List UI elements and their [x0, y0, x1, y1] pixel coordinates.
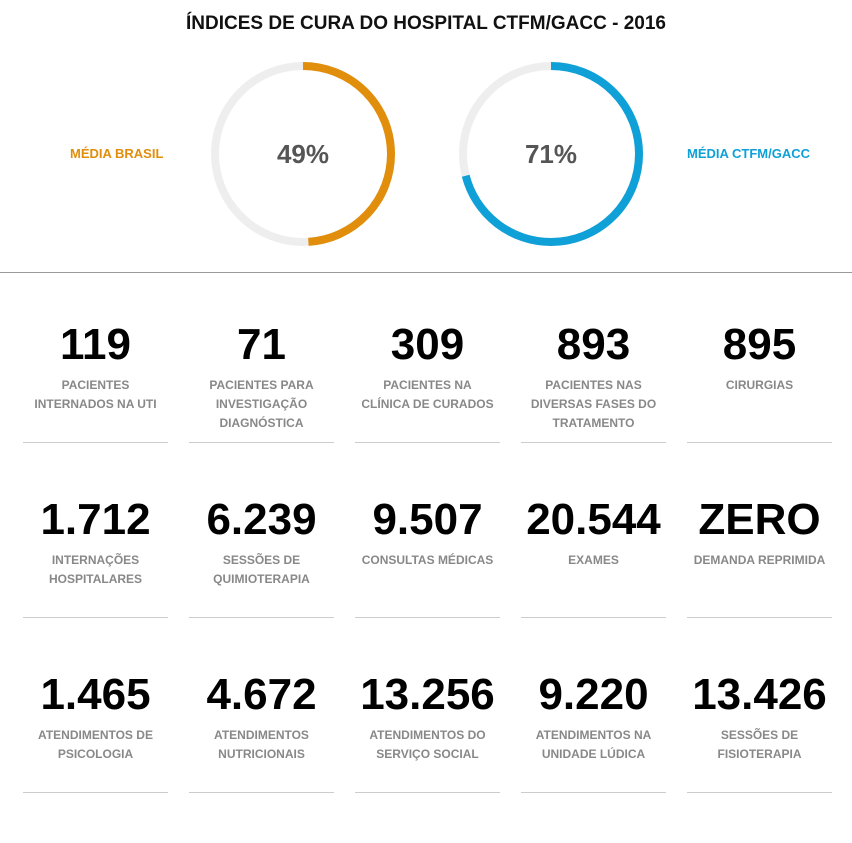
stat-divider: [23, 617, 168, 618]
page-title: ÍNDICES DE CURA DO HOSPITAL CTFM/GACC - …: [186, 13, 666, 34]
stat-divider: [355, 792, 500, 793]
stat-card: 309 PACIENTES NA CLÍNICA DE CURADOS: [355, 318, 500, 493]
stat-divider: [687, 792, 832, 793]
stat-label: SESSÕES DE FISIOTERAPIA: [717, 728, 802, 761]
stat-value: 893: [556, 320, 631, 369]
stat-value: 1.465: [40, 670, 151, 719]
stat-value: 1.712: [40, 495, 151, 544]
stat-card: 1.712 INTERNAÇÕES HOSPITALARES: [23, 493, 168, 668]
gauge-value: 49%: [276, 138, 330, 169]
stat-card: 9.507 CONSULTAS MÉDICAS: [355, 493, 500, 668]
gauge-arc: [211, 62, 395, 246]
stat-divider: [189, 442, 334, 443]
stat-divider: [23, 792, 168, 793]
stat-card: 119 PACIENTES INTERNADOS NA UTI: [23, 318, 168, 493]
stat-label: ATENDIMENTOS NA UNIDADE LÚDICA: [535, 728, 652, 761]
stat-value: 9.507: [372, 495, 483, 544]
stat-label: PACIENTES INTERNADOS NA UTI: [34, 378, 157, 411]
stat-label: PACIENTES NA CLÍNICA DE CURADOS: [361, 378, 494, 411]
stat-label: ATENDIMENTOS DE PSICOLOGIA: [38, 728, 153, 761]
stat-label: ATENDIMENTOS DO SERVIÇO SOCIAL: [369, 728, 486, 761]
stat-divider: [521, 792, 666, 793]
stat-value: 895: [722, 320, 797, 369]
stat-divider: [355, 442, 500, 443]
stat-label: SESSÕES DE QUIMIOTERAPIA: [213, 553, 310, 586]
stat-label: DEMANDA REPRIMIDA: [693, 553, 826, 567]
stat-value: 4.672: [206, 670, 317, 719]
stat-label: INTERNAÇÕES HOSPITALARES: [48, 553, 143, 586]
stat-card: 13.426 SESSÕES DE FISIOTERAPIA: [687, 668, 832, 843]
gauge-ctfm: 71%: [459, 62, 643, 246]
stat-divider: [521, 442, 666, 443]
section-divider: [0, 272, 852, 273]
stat-label: PACIENTES PARA INVESTIGAÇÃO DIAGNÓSTICA: [209, 378, 314, 430]
gauge-arc: [459, 62, 643, 246]
stat-divider: [687, 617, 832, 618]
stat-divider: [521, 617, 666, 618]
stat-card: 1.465 ATENDIMENTOS DE PSICOLOGIA: [23, 668, 168, 843]
stat-value: 13.256: [360, 670, 495, 719]
stat-card: 13.256 ATENDIMENTOS DO SERVIÇO SOCIAL: [355, 668, 500, 843]
gauge-brasil: 49%: [211, 62, 395, 246]
stat-divider: [23, 442, 168, 443]
stat-card: 71 PACIENTES PARA INVESTIGAÇÃO DIAGNÓSTIC…: [189, 318, 334, 493]
stat-card: 4.672 ATENDIMENTOS NUTRICIONAIS: [189, 668, 334, 843]
stat-card: 9.220 ATENDIMENTOS NA UNIDADE LÚDICA: [521, 668, 666, 843]
gauge-value: 71%: [524, 138, 578, 169]
stat-divider: [189, 792, 334, 793]
stat-value: 9.220: [538, 670, 649, 719]
stat-card: 6.239 SESSÕES DE QUIMIOTERAPIA: [189, 493, 334, 668]
stat-card: 20.544 EXAMES: [521, 493, 666, 668]
stat-label: CONSULTAS MÉDICAS: [361, 553, 494, 567]
stat-divider: [189, 617, 334, 618]
stat-card: ZERO DEMANDA REPRIMIDA: [687, 493, 832, 668]
stat-card: 895 CIRURGIAS: [687, 318, 832, 493]
stat-value: 6.239: [206, 495, 317, 544]
stat-value: 119: [60, 320, 131, 369]
stat-label: ATENDIMENTOS NUTRICIONAIS: [214, 728, 309, 761]
stat-value: 309: [390, 320, 465, 369]
gauge-label-brasil: MÉDIA BRASIL: [70, 146, 164, 161]
stat-label: EXAMES: [568, 553, 619, 567]
stat-card: 893 PACIENTES NAS DIVERSAS FASES DO TRATA…: [521, 318, 666, 493]
stat-divider: [355, 617, 500, 618]
stat-value: 13.426: [692, 670, 827, 719]
stat-value: 71: [237, 320, 286, 369]
gauge-label-ctfm: MÉDIA CTFM/GACC: [687, 146, 811, 161]
stat-value: ZERO: [698, 495, 821, 544]
stat-divider: [687, 442, 832, 443]
stat-label: PACIENTES NAS DIVERSAS FASES DO TRATAMEN…: [530, 378, 657, 430]
stat-value: 20.544: [526, 495, 661, 544]
stat-label: CIRURGIAS: [725, 378, 794, 392]
stats-grid: 119 PACIENTES INTERNADOS NA UTI 71 PACIENTE…: [23, 318, 832, 843]
